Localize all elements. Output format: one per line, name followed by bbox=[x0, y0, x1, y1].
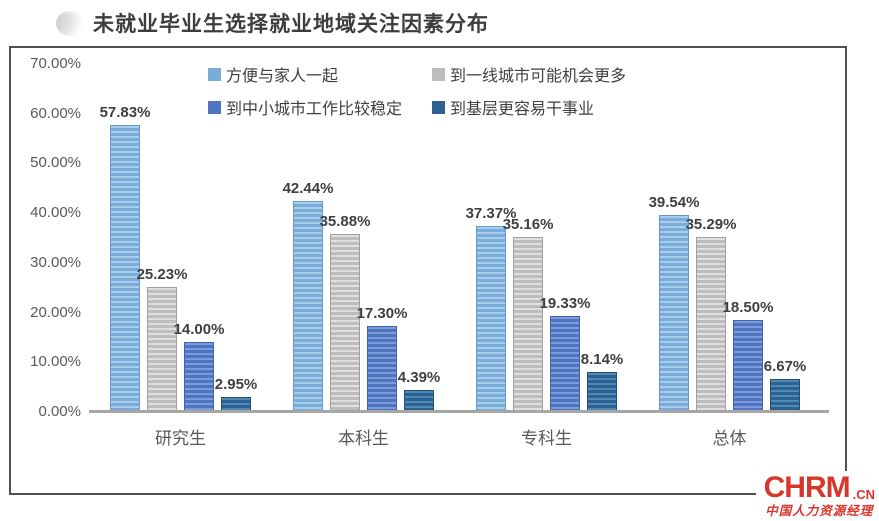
legend-label: 到一线城市可能机会更多 bbox=[450, 68, 627, 85]
legend-item: 到基层更容易干事业 bbox=[432, 95, 626, 119]
y-tick-label: 70.00% bbox=[30, 55, 81, 72]
x-axis-category-label: 专科生 bbox=[521, 429, 572, 448]
data-label: 35.16% bbox=[502, 216, 554, 234]
bar-slot: 37.37% bbox=[466, 64, 516, 412]
data-label: 35.29% bbox=[685, 215, 737, 233]
legend-swatch-icon bbox=[432, 67, 445, 81]
data-label: 6.67% bbox=[763, 357, 807, 375]
legend-label: 到基层更容易干事业 bbox=[450, 101, 595, 118]
bar bbox=[513, 237, 543, 412]
data-label: 4.39% bbox=[397, 369, 441, 387]
bar-slot: 2.95% bbox=[215, 64, 257, 412]
category-labels: 研究生 本科生 专科生 总体 bbox=[89, 424, 821, 449]
chart-area: 70.00% 60.00% 50.00% 40.00% 30.00% 20.00% 10.0… bbox=[9, 46, 847, 495]
page-title: 未就业毕业生选择就业地域关注因素分布 bbox=[93, 13, 489, 36]
bar-group: 39.54% 35.29% 18.50% 6.67% bbox=[649, 64, 806, 412]
y-tick-label: 10.00% bbox=[30, 353, 81, 371]
bar-slot: 19.33% bbox=[540, 64, 590, 412]
data-label: 14.00% bbox=[173, 321, 225, 339]
bar-slot: 57.83% bbox=[100, 64, 150, 412]
bar bbox=[330, 233, 360, 412]
title-row: 未就业毕业生选择就业地域关注因素分布 bbox=[56, 8, 489, 38]
y-tick-label: 40.00% bbox=[30, 204, 81, 222]
legend-swatch-icon bbox=[208, 100, 221, 114]
bar-slot: 42.44% bbox=[283, 64, 333, 412]
bar-slot: 35.29% bbox=[686, 64, 736, 412]
x-axis-line bbox=[89, 410, 829, 413]
chrm-logo: CHRM .CN 中国人力资源经理 bbox=[755, 470, 877, 518]
chrm-logo-wordmark: CHRM .CN bbox=[763, 470, 875, 504]
legend-swatch-icon bbox=[432, 100, 445, 114]
legend-label: 方便与家人一起 bbox=[226, 68, 339, 85]
legend-item: 到一线城市可能机会更多 bbox=[432, 62, 626, 86]
y-tick-label: 60.00% bbox=[30, 104, 81, 122]
bar-group: 42.44% 35.88% 17.30% 4.39% bbox=[283, 64, 440, 412]
data-label: 17.30% bbox=[356, 305, 408, 322]
x-axis-category-label: 研究生 bbox=[155, 429, 206, 448]
blurred-marker-icon bbox=[56, 10, 83, 36]
legend-label: 到中小城市工作比较稳定 bbox=[226, 101, 403, 118]
legend: 方便与家人一起 到一线城市可能机会更多到中小城市工作比较稳定 到基层更容易干事业 bbox=[208, 62, 626, 119]
bar-slot: 18.50% bbox=[723, 64, 773, 412]
bar bbox=[550, 315, 580, 412]
bar-slot: 4.39% bbox=[398, 64, 440, 412]
data-label: 35.88% bbox=[319, 212, 371, 230]
bar bbox=[147, 286, 177, 412]
data-label: 57.83% bbox=[99, 103, 151, 121]
legend-item: 方便与家人一起 bbox=[208, 62, 432, 86]
bar bbox=[587, 371, 617, 412]
data-label: 25.23% bbox=[136, 265, 188, 283]
bar-slot: 35.88% bbox=[320, 64, 370, 412]
bar-slot: 39.54% bbox=[649, 64, 699, 412]
y-tick-label: 20.00% bbox=[30, 303, 81, 321]
data-label: 19.33% bbox=[539, 294, 591, 312]
bar bbox=[293, 201, 323, 412]
y-tick-label: 0.00% bbox=[38, 403, 81, 420]
data-label: 2.95% bbox=[214, 376, 258, 394]
legend-swatch-icon bbox=[208, 67, 221, 81]
bar-group: 57.83% 25.23% 14.00% 2.95% bbox=[100, 64, 257, 412]
data-label: 8.14% bbox=[580, 350, 624, 368]
x-axis-category-label: 总体 bbox=[712, 429, 747, 448]
plot-area: 57.83% 25.23% 14.00% 2.95% 42.44% 35.88% 17.30… bbox=[89, 64, 821, 412]
y-tick-label: 50.00% bbox=[30, 154, 81, 172]
bar-slot: 14.00% bbox=[174, 64, 224, 412]
chrm-logo-tld: .CN bbox=[852, 486, 875, 502]
y-tick-label: 30.00% bbox=[30, 253, 81, 271]
data-label: 39.54% bbox=[648, 194, 700, 212]
bar-slot: 25.23% bbox=[137, 64, 187, 412]
data-label: 42.44% bbox=[282, 180, 334, 198]
bar bbox=[367, 326, 397, 412]
bar bbox=[404, 390, 434, 412]
data-label: 37.37% bbox=[465, 205, 517, 223]
legend-item: 到中小城市工作比较稳定 bbox=[208, 95, 432, 119]
bar bbox=[110, 124, 140, 412]
bar-slot: 8.14% bbox=[581, 64, 623, 412]
y-axis: 70.00% 60.00% 50.00% 40.00% 30.00% 20.00% 10.0… bbox=[13, 48, 85, 493]
chrm-logo-brand: CHRM bbox=[763, 470, 851, 504]
x-axis-category-label: 本科生 bbox=[338, 429, 389, 448]
bar bbox=[770, 378, 800, 412]
bar bbox=[184, 342, 214, 412]
bar bbox=[659, 215, 689, 412]
chrm-logo-tagline: 中国人力资源经理 bbox=[765, 502, 874, 518]
bar-slot: 35.16% bbox=[503, 64, 553, 412]
bar-slot: 6.67% bbox=[764, 64, 806, 412]
bar-group: 37.37% 35.16% 19.33% 8.14% bbox=[466, 64, 623, 412]
bar-slot: 17.30% bbox=[357, 64, 407, 412]
bar bbox=[476, 226, 506, 412]
data-label: 18.50% bbox=[722, 299, 774, 317]
bar bbox=[696, 236, 726, 412]
bar bbox=[733, 320, 763, 412]
